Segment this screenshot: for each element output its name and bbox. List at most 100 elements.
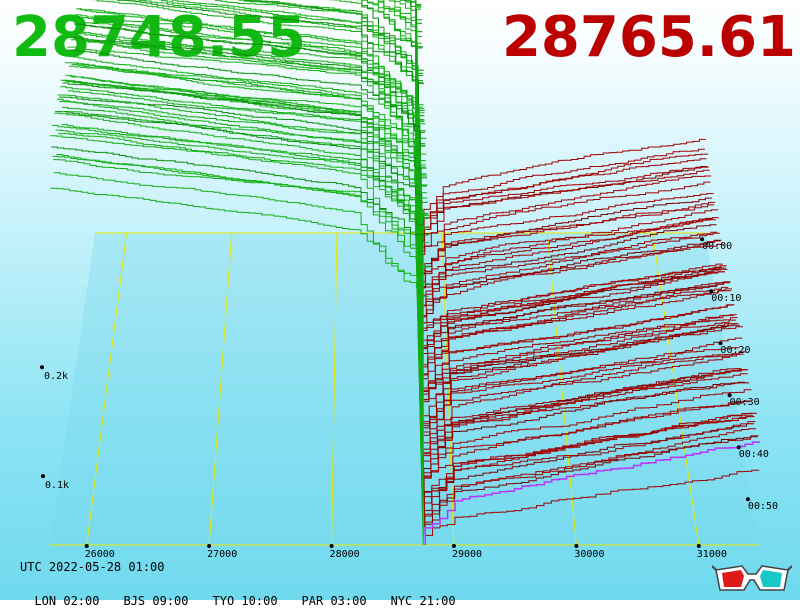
ask-curve bbox=[419, 243, 724, 339]
depth-tick-mark bbox=[40, 365, 44, 370]
price-tick-label: 26000 bbox=[85, 549, 115, 560]
ask-curve bbox=[418, 224, 717, 299]
price-tick-mark bbox=[696, 544, 701, 548]
ask-curve bbox=[422, 353, 741, 436]
ask-curve bbox=[423, 369, 749, 480]
price-tick-mark bbox=[329, 544, 334, 548]
bid-curve bbox=[71, 64, 426, 396]
ask-curve bbox=[418, 201, 716, 291]
ask-curve bbox=[419, 239, 722, 326]
ask-curve bbox=[418, 209, 719, 308]
ask-curve bbox=[424, 428, 757, 523]
ask-curve bbox=[423, 389, 752, 497]
ask-curve bbox=[417, 181, 711, 264]
ask-curve bbox=[419, 266, 722, 330]
ask-curve bbox=[420, 281, 731, 378]
bid-curve bbox=[53, 172, 429, 519]
time-tick-label: 00:20 bbox=[720, 345, 750, 356]
bid-curve bbox=[65, 75, 427, 436]
ask-curve bbox=[424, 469, 760, 541]
ask-curve bbox=[424, 412, 757, 528]
ask-curve bbox=[417, 153, 709, 251]
timezone-bjs: BJS 09:00 bbox=[123, 594, 189, 608]
bid-curve bbox=[209, 0, 424, 335]
bid-curve bbox=[69, 65, 426, 414]
bid-curve bbox=[72, 62, 426, 392]
time-tick-label: 00:40 bbox=[739, 449, 769, 460]
ask-curve bbox=[417, 166, 708, 247]
bid-curve bbox=[60, 86, 428, 475]
ask-curve bbox=[421, 314, 737, 414]
ask-curve bbox=[421, 304, 735, 400]
ask-curve bbox=[423, 415, 753, 506]
ask-curve bbox=[423, 382, 750, 484]
timezone-tyo: TYO 10:00 bbox=[212, 594, 278, 608]
time-axis: 00:00 00:10 00:20 00:30 00:40 00:50 bbox=[700, 237, 778, 512]
bid-curve bbox=[67, 46, 427, 427]
price-tick-label: 28000 bbox=[330, 549, 360, 560]
ask-curve bbox=[418, 231, 718, 304]
bid-curve bbox=[72, 56, 426, 387]
price-tick-mark bbox=[207, 544, 212, 548]
price-tick-mark bbox=[574, 544, 579, 548]
ask-curve bbox=[422, 353, 744, 453]
price-tick-label: 29000 bbox=[452, 549, 482, 560]
ask-curve bbox=[418, 217, 719, 313]
bid-curve bbox=[67, 90, 427, 422]
bid-curve bbox=[57, 98, 429, 497]
ask-curve bbox=[419, 271, 726, 348]
bid-curve bbox=[51, 124, 429, 532]
ask-curve bbox=[419, 271, 725, 343]
ask-curve bbox=[422, 369, 745, 458]
depth-curves bbox=[50, 0, 760, 545]
bid-curve bbox=[238, 0, 424, 326]
time-tick-mark bbox=[700, 237, 705, 242]
3d-glasses-icon[interactable] bbox=[712, 560, 792, 594]
ask-curve bbox=[424, 435, 759, 537]
time-tick-mark bbox=[718, 341, 723, 346]
timezone-par: PAR 03:00 bbox=[301, 594, 367, 608]
bid-curve bbox=[58, 133, 428, 488]
time-tick-label: 00:30 bbox=[730, 397, 760, 408]
depth-tick-label: 0.1k bbox=[45, 480, 69, 491]
ask-curve bbox=[417, 175, 712, 269]
ask-curve bbox=[418, 218, 713, 277]
bid-curve bbox=[76, 17, 425, 361]
bid-curve bbox=[75, 14, 425, 370]
utc-time: UTC 2022-05-28 01:00 bbox=[20, 560, 165, 574]
ask-curve bbox=[422, 351, 747, 466]
bid-curve bbox=[355, 0, 423, 299]
price-tick-mark bbox=[451, 544, 456, 548]
depth-tick-mark bbox=[41, 474, 45, 479]
bid-curve bbox=[70, 36, 426, 405]
grid-line-price bbox=[208, 232, 233, 546]
ask-curve bbox=[421, 324, 740, 431]
bid-curve bbox=[50, 187, 430, 541]
bid-curve bbox=[63, 111, 427, 449]
ask-curve bbox=[416, 148, 705, 233]
time-tick-mark bbox=[709, 289, 714, 294]
bid-curve bbox=[51, 146, 430, 537]
ask-curve bbox=[424, 421, 756, 519]
bid-curve bbox=[79, 31, 424, 343]
timezone-nyc: NYC 21:00 bbox=[390, 594, 456, 608]
price-tick-label: 27000 bbox=[207, 549, 237, 560]
ask-curve bbox=[420, 290, 732, 383]
ask-curve bbox=[421, 323, 739, 422]
bid-curve bbox=[54, 112, 429, 515]
bid-curve bbox=[52, 155, 429, 528]
bid-curve bbox=[62, 106, 428, 462]
bid-curve bbox=[65, 62, 427, 440]
bid-curve bbox=[74, 38, 425, 374]
timezone-lon: LON 02:00 bbox=[34, 594, 100, 608]
depth-tick-label: 0.2k bbox=[44, 371, 68, 382]
grid-line-price bbox=[86, 232, 128, 546]
ask-curve bbox=[419, 263, 723, 335]
ask-curve bbox=[417, 138, 706, 238]
time-tick-mark bbox=[727, 393, 732, 398]
ask-curve bbox=[422, 368, 742, 440]
timezone-row: LON 02:00 BJS 09:00 TYO 10:00 PAR 03:00 NYC … bbox=[20, 580, 480, 608]
bid-curve bbox=[73, 32, 425, 383]
ask-curve bbox=[424, 441, 760, 545]
ask-curve bbox=[422, 326, 743, 449]
